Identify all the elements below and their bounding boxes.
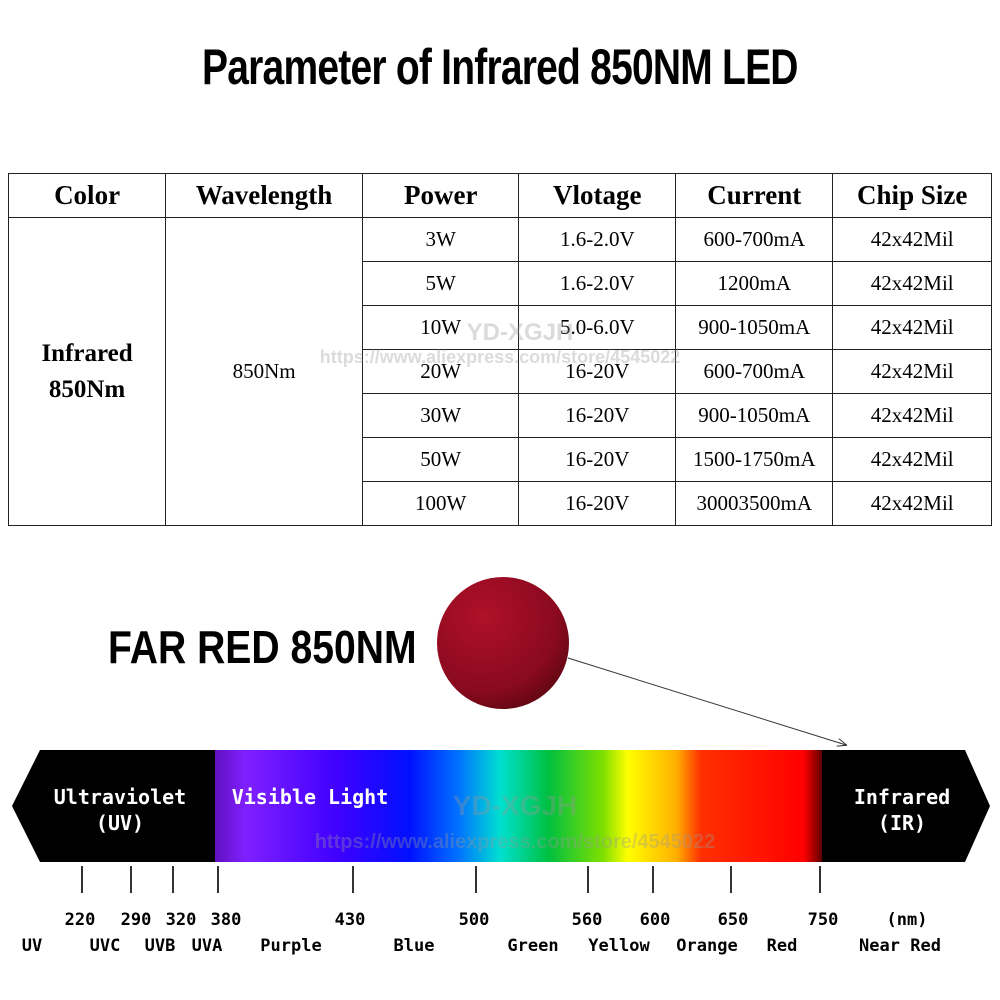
column-header: Current	[675, 173, 834, 218]
table-cell: 42x42Mil	[832, 305, 992, 350]
table-cell: 100W	[361, 481, 520, 526]
table-row: Infrared 850Nm 850Nm 3W 1.6-2.0V 600-700mA 42…	[7, 217, 992, 526]
tick-label: 320	[166, 910, 197, 930]
color-cell: Infrared 850Nm	[7, 217, 167, 526]
watermark: https://www.aliexpress.com/store/4545022	[320, 347, 681, 367]
tick-label: 430	[335, 910, 366, 930]
color-text: Infrared 850Nm	[41, 339, 133, 403]
title-text: Parameter of Infrared 850NM LED	[202, 39, 798, 95]
visible-band	[215, 750, 822, 862]
title: Parameter of Infrared 850NM LED	[0, 38, 1000, 96]
table-cell: 10W	[361, 305, 520, 350]
watermark: YD-XGJH	[453, 790, 577, 821]
parameter-table: Color Wavelength Power Vlotage Current Chip S…	[7, 173, 992, 526]
band-label: Red	[767, 936, 798, 956]
band-label: Orange	[676, 936, 737, 956]
tick-label: 500	[459, 910, 490, 930]
tick-label: 650	[718, 910, 749, 930]
table-cell: 3W	[361, 217, 520, 262]
column-header: Power	[361, 173, 520, 218]
band-label: Yellow	[588, 936, 650, 956]
band-label: UV	[22, 936, 42, 956]
far-red-label: FAR RED 850NM	[108, 620, 471, 674]
band-label: Near Red	[859, 936, 941, 956]
column-header: Vlotage	[518, 173, 677, 218]
table-cell: 42x42Mil	[832, 261, 992, 306]
tick-label: 290	[121, 910, 152, 930]
region-label: (UV)	[96, 811, 144, 835]
table-cell: 42x42Mil	[832, 481, 992, 526]
table-cell: 30W	[361, 393, 520, 438]
table-row: 10W 5.0-6.0V 900-1050mA 42x42Mil	[9, 305, 992, 350]
watermark: YD-XGJH	[467, 319, 574, 346]
far-red-text: FAR RED 850NM	[108, 621, 417, 673]
region-label: Visible Light	[232, 785, 389, 809]
table-row: 100W 16-20V 30003500mA 42x42Mil	[9, 481, 992, 526]
column-header: Color	[7, 173, 167, 218]
watermark: https://www.aliexpress.com/store/4545022	[315, 831, 716, 853]
table-cell: 20W	[361, 349, 520, 394]
table-cell: 50W	[361, 437, 520, 482]
tick-label: 600	[640, 910, 671, 930]
column-header: Chip Size	[832, 173, 992, 218]
tick-label: 220	[65, 910, 96, 930]
tick-label: 750	[808, 910, 839, 930]
table-cell: 1500-1750mA	[675, 437, 834, 482]
table-cell: 1.6-2.0V	[518, 217, 677, 262]
table-row: 50W 16-20V 1500-1750mA 42x42Mil	[9, 437, 992, 482]
region-label: Ultraviolet	[54, 785, 186, 809]
band-label: Blue	[394, 936, 435, 956]
band-label: UVC	[90, 936, 121, 956]
pointer-arrow	[567, 657, 846, 745]
table-cell: 16-20V	[518, 481, 677, 526]
tick-label: 560	[572, 910, 603, 930]
tick-label: (nm)	[887, 910, 928, 930]
table-cell: 1.6-2.0V	[518, 261, 677, 306]
region-label: Infrared	[854, 785, 950, 809]
band-label: Green	[507, 936, 558, 956]
region-label: (IR)	[878, 811, 926, 835]
band-label: UVB	[145, 936, 176, 956]
table-cell: 16-20V	[518, 349, 677, 394]
wavelength-cell: 850Nm	[165, 217, 363, 526]
table-cell: 900-1050mA	[675, 305, 834, 350]
led-ball	[437, 577, 569, 709]
table-cell: 16-20V	[518, 437, 677, 482]
table-cell: 600-700mA	[675, 217, 834, 262]
band-label: UVA	[192, 936, 223, 956]
table-row: 20W 16-20V 600-700mA 42x42Mil	[9, 349, 992, 394]
band-label: Purple	[260, 936, 321, 956]
tick-label: 380	[211, 910, 242, 930]
table-cell: 30003500mA	[675, 481, 834, 526]
